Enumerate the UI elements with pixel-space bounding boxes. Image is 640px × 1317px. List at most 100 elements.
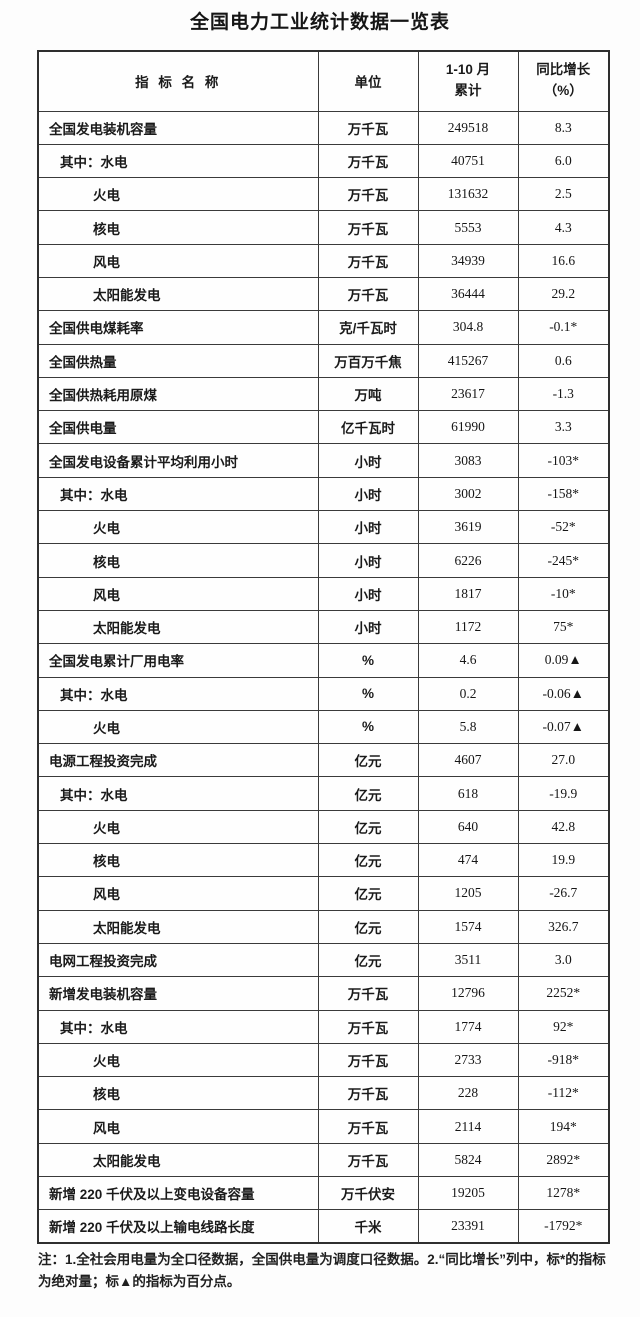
yoy-cell: -52* xyxy=(517,510,610,545)
value-cell: 474 xyxy=(417,843,519,878)
header-indicator: 指 标 名 称 xyxy=(37,50,319,112)
yoy-cell: 2892* xyxy=(517,1142,610,1178)
table-row: 火电 % 5.8 -0.07▲ xyxy=(37,709,610,745)
indicator-cell: 火电 xyxy=(37,177,319,212)
unit-cell: 万千瓦 xyxy=(317,1042,419,1078)
unit-cell: % xyxy=(317,709,419,745)
unit-cell: 亿元 xyxy=(317,776,419,811)
value-cell: 249518 xyxy=(417,110,519,145)
value-cell: 6226 xyxy=(417,543,519,578)
table-header: 指 标 名 称 单位 1-10 月 累计 同比增长 （%） xyxy=(37,50,610,112)
yoy-cell: -0.1* xyxy=(517,310,610,345)
value-cell: 131632 xyxy=(417,177,519,212)
table-row: 电源工程投资完成 亿元 4607 27.0 xyxy=(37,743,610,778)
yoy-cell: 2252* xyxy=(517,976,610,1011)
table-row: 太阳能发电 万千瓦 36444 29.2 xyxy=(37,276,610,312)
table-row: 风电 亿元 1205 -26.7 xyxy=(37,876,610,911)
unit-cell: 克/千瓦时 xyxy=(317,310,419,345)
value-cell: 4607 xyxy=(417,743,519,778)
indicator-cell: 火电 xyxy=(37,709,319,745)
indicator-cell: 全国供电量 xyxy=(37,410,319,445)
yoy-cell: -1792* xyxy=(517,1209,610,1244)
value-cell: 23391 xyxy=(417,1209,519,1244)
yoy-cell: -245* xyxy=(517,543,610,578)
table-row: 核电 小时 6226 -245* xyxy=(37,543,610,578)
indicator-cell: 核电 xyxy=(37,843,319,878)
value-cell: 36444 xyxy=(417,276,519,312)
unit-cell: 万千瓦 xyxy=(317,110,419,145)
table-row: 全国供电煤耗率 克/千瓦时 304.8 -0.1* xyxy=(37,310,610,345)
statistics-table: 指 标 名 称 单位 1-10 月 累计 同比增长 （%） 全国发电装机容量 万… xyxy=(37,50,610,1245)
unit-cell: 亿元 xyxy=(317,843,419,878)
unit-cell: 万吨 xyxy=(317,376,419,412)
value-cell: 4.6 xyxy=(417,643,519,678)
unit-cell: 万千伏安 xyxy=(317,1175,419,1211)
yoy-cell: 27.0 xyxy=(517,743,610,778)
value-cell: 228 xyxy=(417,1076,519,1111)
indicator-cell: 全国发电装机容量 xyxy=(37,110,319,145)
header-yoy-line1: 同比增长 xyxy=(536,62,591,78)
value-cell: 34939 xyxy=(417,243,519,278)
unit-cell: 亿元 xyxy=(317,942,419,978)
value-cell: 3002 xyxy=(417,476,519,512)
yoy-cell: -10* xyxy=(517,576,610,611)
page-title: 全国电力工业统计数据一览表 xyxy=(189,12,450,33)
yoy-cell: -158* xyxy=(517,476,610,512)
yoy-cell: 29.2 xyxy=(517,276,610,312)
table-row: 火电 万千瓦 131632 2.5 xyxy=(37,177,610,212)
indicator-cell: 火电 xyxy=(37,809,319,845)
value-cell: 2733 xyxy=(417,1042,519,1078)
indicator-cell: 电源工程投资完成 xyxy=(37,743,319,778)
unit-cell: 万千瓦 xyxy=(317,1076,419,1111)
indicator-cell: 核电 xyxy=(37,1076,319,1111)
value-cell: 19205 xyxy=(417,1175,519,1211)
value-cell: 3619 xyxy=(417,510,519,545)
indicator-cell: 全国发电设备累计平均利用小时 xyxy=(37,443,319,478)
unit-cell: 万千瓦 xyxy=(317,976,419,1011)
unit-cell: 亿元 xyxy=(317,809,419,845)
value-cell: 5.8 xyxy=(417,709,519,745)
table-row: 核电 万千瓦 5553 4.3 xyxy=(37,210,610,245)
indicator-cell: 新增发电装机容量 xyxy=(37,976,319,1011)
table-row: 火电 万千瓦 2733 -918* xyxy=(37,1042,610,1078)
indicator-cell: 新增 220 千伏及以上输电线路长度 xyxy=(37,1209,319,1244)
indicator-cell: 其中：水电 xyxy=(37,143,319,179)
value-cell: 304.8 xyxy=(417,310,519,345)
yoy-cell: 16.6 xyxy=(517,243,610,278)
indicator-cell: 火电 xyxy=(37,1042,319,1078)
table-body: 全国发电装机容量 万千瓦 249518 8.3 其中：水电 万千瓦 40751 … xyxy=(37,110,610,1244)
unit-cell: 万千瓦 xyxy=(317,276,419,312)
indicator-cell: 风电 xyxy=(37,576,319,611)
table-row: 其中：水电 % 0.2 -0.06▲ xyxy=(37,676,610,711)
yoy-cell: 75* xyxy=(517,609,610,645)
unit-cell: 小时 xyxy=(317,476,419,512)
value-cell: 12796 xyxy=(417,976,519,1011)
indicator-cell: 全国发电累计厂用电率 xyxy=(37,643,319,678)
header-unit: 单位 xyxy=(317,50,419,112)
yoy-cell: -918* xyxy=(517,1042,610,1078)
value-cell: 1574 xyxy=(417,909,519,944)
indicator-cell: 全国供热量 xyxy=(37,343,319,378)
unit-cell: 千米 xyxy=(317,1209,419,1244)
value-cell: 3511 xyxy=(417,942,519,978)
yoy-cell: -112* xyxy=(517,1076,610,1111)
table-row: 新增 220 千伏及以上变电设备容量 万千伏安 19205 1278* xyxy=(37,1175,610,1211)
value-cell: 40751 xyxy=(417,143,519,179)
yoy-cell: 3.0 xyxy=(517,942,610,978)
unit-cell: % xyxy=(317,676,419,711)
indicator-cell: 核电 xyxy=(37,543,319,578)
value-cell: 1205 xyxy=(417,876,519,911)
value-cell: 618 xyxy=(417,776,519,811)
indicator-cell: 全国供电煤耗率 xyxy=(37,310,319,345)
header-period: 1-10 月 累计 xyxy=(417,50,519,112)
yoy-cell: -103* xyxy=(517,443,610,478)
unit-cell: 小时 xyxy=(317,576,419,611)
value-cell: 5824 xyxy=(417,1142,519,1178)
table-row: 其中：水电 万千瓦 40751 6.0 xyxy=(37,143,610,179)
value-cell: 1172 xyxy=(417,609,519,645)
indicator-cell: 其中：水电 xyxy=(37,776,319,811)
yoy-cell: 194* xyxy=(517,1109,610,1144)
indicator-cell: 风电 xyxy=(37,243,319,278)
yoy-cell: -19.9 xyxy=(517,776,610,811)
table-row: 电网工程投资完成 亿元 3511 3.0 xyxy=(37,942,610,978)
